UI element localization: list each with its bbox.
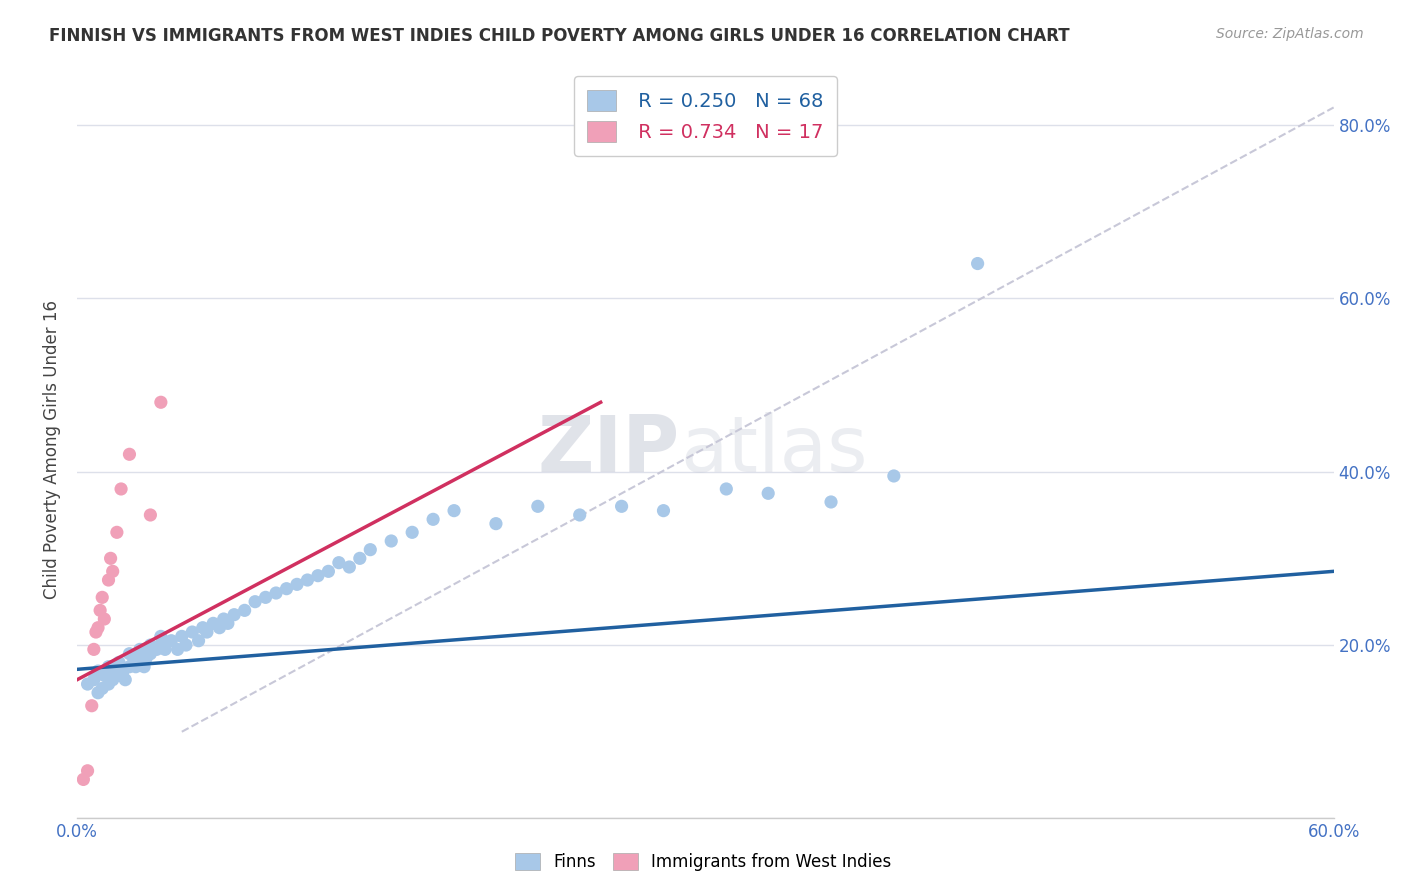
Point bbox=[297, 573, 319, 587]
Point bbox=[716, 482, 738, 496]
Point bbox=[135, 651, 157, 665]
Point bbox=[139, 638, 162, 652]
Point bbox=[100, 551, 122, 566]
Point bbox=[118, 647, 141, 661]
Point bbox=[101, 565, 124, 579]
Point bbox=[217, 616, 239, 631]
Point bbox=[966, 256, 988, 270]
Y-axis label: Child Poverty Among Girls Under 16: Child Poverty Among Girls Under 16 bbox=[44, 301, 60, 599]
Point bbox=[181, 625, 204, 640]
Point bbox=[191, 621, 214, 635]
Point bbox=[76, 677, 98, 691]
Point bbox=[112, 664, 135, 678]
Point bbox=[337, 560, 360, 574]
Point bbox=[84, 625, 107, 640]
Point bbox=[174, 638, 197, 652]
Point bbox=[108, 656, 131, 670]
Point bbox=[108, 668, 131, 682]
Point bbox=[328, 556, 350, 570]
Point bbox=[359, 542, 381, 557]
Point bbox=[125, 659, 148, 673]
Point bbox=[87, 621, 110, 635]
Point bbox=[568, 508, 591, 522]
Point bbox=[97, 659, 120, 673]
Point bbox=[97, 677, 120, 691]
Point bbox=[820, 495, 842, 509]
Point bbox=[76, 764, 98, 778]
Point bbox=[149, 629, 172, 643]
Point bbox=[202, 616, 225, 631]
Point bbox=[153, 642, 176, 657]
Point bbox=[212, 612, 235, 626]
Point bbox=[149, 638, 172, 652]
Point bbox=[139, 647, 162, 661]
Point bbox=[443, 503, 465, 517]
Point bbox=[195, 625, 218, 640]
Legend: Finns, Immigrants from West Indies: Finns, Immigrants from West Indies bbox=[506, 845, 900, 880]
Point bbox=[285, 577, 308, 591]
Point bbox=[114, 673, 136, 687]
Point bbox=[87, 686, 110, 700]
Point bbox=[652, 503, 675, 517]
Point bbox=[101, 673, 124, 687]
Point bbox=[756, 486, 779, 500]
Point bbox=[233, 603, 256, 617]
Point bbox=[93, 668, 115, 682]
Point bbox=[139, 508, 162, 522]
Point bbox=[83, 673, 105, 687]
Point bbox=[166, 642, 188, 657]
Point bbox=[170, 629, 193, 643]
Point bbox=[380, 534, 402, 549]
Point bbox=[307, 568, 329, 582]
Point bbox=[122, 656, 145, 670]
Text: Source: ZipAtlas.com: Source: ZipAtlas.com bbox=[1216, 27, 1364, 41]
Point bbox=[89, 603, 111, 617]
Point bbox=[422, 512, 444, 526]
Point bbox=[83, 642, 105, 657]
Point bbox=[87, 664, 110, 678]
Point bbox=[91, 681, 114, 696]
Point bbox=[149, 395, 172, 409]
Point bbox=[129, 651, 152, 665]
Point bbox=[318, 565, 340, 579]
Point bbox=[129, 642, 152, 657]
Point bbox=[527, 500, 550, 514]
Point bbox=[485, 516, 508, 531]
Point bbox=[254, 591, 277, 605]
Point bbox=[91, 591, 114, 605]
Point bbox=[93, 612, 115, 626]
Point bbox=[160, 633, 183, 648]
Point bbox=[187, 633, 209, 648]
Point bbox=[276, 582, 298, 596]
Point bbox=[224, 607, 246, 622]
Point bbox=[104, 664, 127, 678]
Text: ZIP: ZIP bbox=[538, 412, 681, 488]
Point bbox=[118, 659, 141, 673]
Point bbox=[132, 659, 155, 673]
Point bbox=[72, 772, 94, 787]
Point bbox=[883, 469, 905, 483]
Point bbox=[118, 447, 141, 461]
Point bbox=[105, 525, 128, 540]
Text: atlas: atlas bbox=[681, 412, 868, 488]
Point bbox=[243, 595, 266, 609]
Point bbox=[110, 482, 132, 496]
Point bbox=[349, 551, 371, 566]
Text: FINNISH VS IMMIGRANTS FROM WEST INDIES CHILD POVERTY AMONG GIRLS UNDER 16 CORREL: FINNISH VS IMMIGRANTS FROM WEST INDIES C… bbox=[49, 27, 1070, 45]
Point bbox=[97, 573, 120, 587]
Point bbox=[264, 586, 287, 600]
Legend:  R = 0.250   N = 68,  R = 0.734   N = 17: R = 0.250 N = 68, R = 0.734 N = 17 bbox=[574, 77, 837, 156]
Point bbox=[80, 698, 103, 713]
Point bbox=[401, 525, 423, 540]
Point bbox=[208, 621, 231, 635]
Point bbox=[145, 642, 167, 657]
Point bbox=[610, 500, 633, 514]
